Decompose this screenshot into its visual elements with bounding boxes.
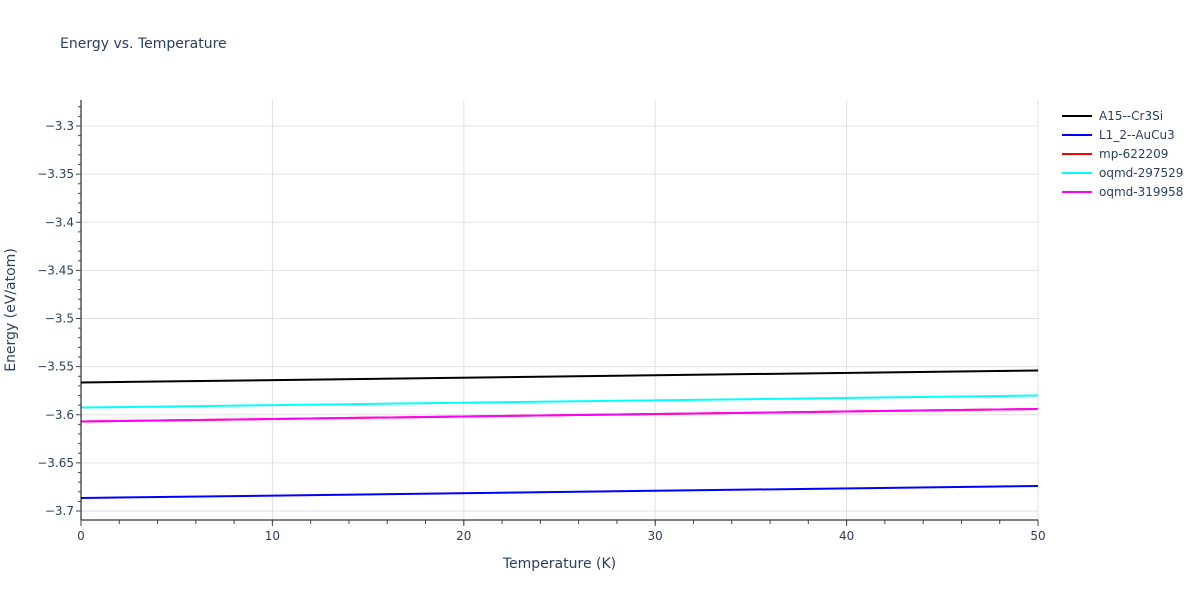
legend-item[interactable]: L1_2--AuCu3 (1062, 125, 1183, 144)
x-tick-label: 30 (648, 529, 663, 543)
legend-swatch-icon (1062, 190, 1092, 193)
x-axis-title: Temperature (K) (502, 556, 616, 572)
legend-swatch-icon (1062, 133, 1092, 136)
chart-title: Energy vs. Temperature (60, 36, 227, 52)
legend-swatch-icon (1062, 114, 1092, 117)
y-tick-label: −3.7 (45, 504, 74, 518)
legend-swatch-icon (1062, 152, 1092, 155)
legend-item[interactable]: oqmd-319958 (1062, 182, 1183, 201)
x-tick-label: 50 (1030, 529, 1045, 543)
series-line-oqmd-297529[interactable] (80, 394, 1039, 409)
series-line-L1_2--AuCu3[interactable] (80, 484, 1039, 500)
legend-swatch-icon (1062, 171, 1092, 174)
y-tick-label: −3.5 (45, 312, 74, 326)
series-line-oqmd-319958[interactable] (80, 407, 1039, 423)
x-tick-label: 40 (839, 529, 854, 543)
y-tick-label: −3.35 (37, 167, 74, 181)
x-tick-label: 10 (265, 529, 280, 543)
legend-label: oqmd-297529 (1099, 165, 1184, 180)
y-axis-title: Energy (eV/atom) (3, 248, 19, 372)
y-tick-label: −3.3 (45, 119, 74, 133)
legend-item[interactable]: mp-622209 (1062, 144, 1183, 163)
series-line-A15--Cr3Si[interactable] (80, 369, 1039, 384)
legend: A15--Cr3Si L1_2--AuCu3 mp-622209 oqmd-29752… (1062, 106, 1183, 201)
y-tick-label: −3.6 (45, 408, 74, 422)
legend-item[interactable]: oqmd-297529 (1062, 163, 1183, 182)
legend-label: mp-622209 (1099, 146, 1169, 161)
y-tick-label: −3.55 (37, 360, 74, 374)
x-tick-label: 0 (77, 529, 85, 543)
legend-item[interactable]: A15--Cr3Si (1062, 106, 1183, 125)
x-tick-label: 20 (456, 529, 471, 543)
legend-label: A15--Cr3Si (1099, 108, 1164, 123)
legend-label: oqmd-319958 (1099, 184, 1184, 199)
legend-label: L1_2--AuCu3 (1099, 127, 1175, 142)
y-tick-label: −3.4 (45, 215, 74, 229)
y-tick-label: −3.45 (37, 263, 74, 277)
y-tick-label: −3.65 (37, 456, 74, 470)
